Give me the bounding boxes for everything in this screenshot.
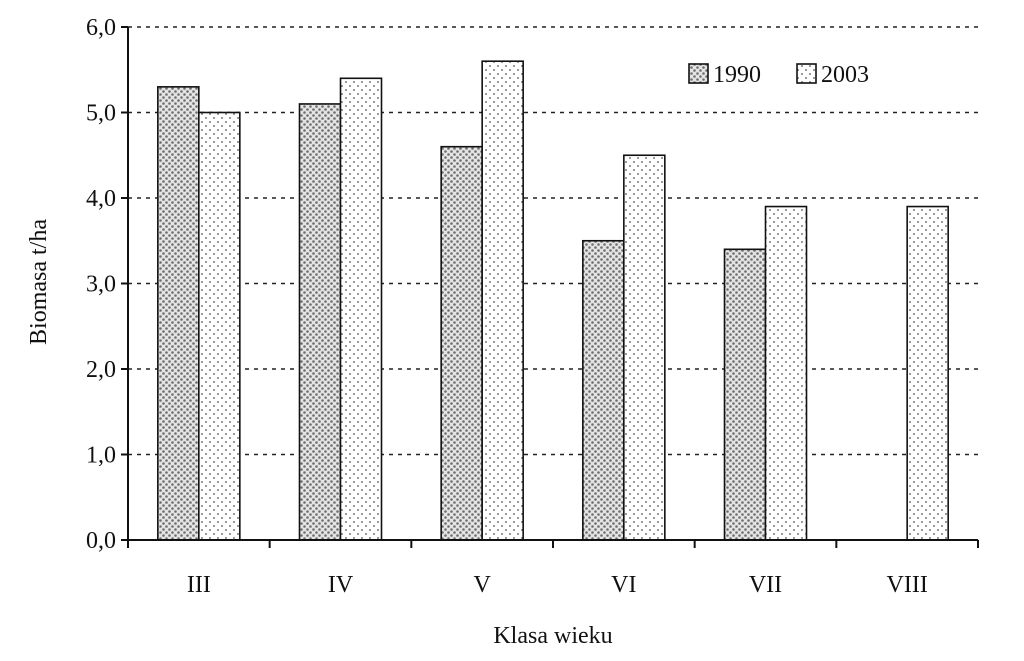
x-tick-label: VI (611, 572, 636, 598)
bars (157, 60, 949, 541)
x-tick-label: V (473, 572, 491, 598)
x-tick-label: VII (749, 572, 782, 598)
x-axis-title: Klasa wieku (493, 623, 612, 649)
gridlines (128, 26, 978, 456)
bar-1990-V (440, 145, 483, 541)
legend-label-2003: 2003 (821, 62, 869, 88)
bar-2003-VI (623, 154, 666, 541)
bar-2003-III (198, 111, 241, 541)
y-tick-label: 6,0 (86, 15, 116, 41)
bar-1990-VI (582, 239, 625, 541)
x-tick-label: VIII (887, 572, 928, 598)
bar-2003-VII (764, 205, 808, 541)
y-tick-label: 3,0 (86, 272, 116, 298)
x-tick-label: IV (328, 572, 354, 598)
y-tick-label: 1,0 (86, 443, 116, 469)
legend: 1990 2003 (688, 62, 869, 88)
axes (127, 27, 979, 548)
bar-2003-VIII (906, 205, 949, 541)
y-tick-label: 5,0 (86, 101, 116, 127)
bar-1990-III (157, 86, 200, 541)
bar-2003-IV (339, 77, 383, 541)
legend-label-1990: 1990 (713, 62, 761, 88)
bar-1990-IV (298, 103, 342, 541)
x-tick-labels: III IV V VI VII VIII (187, 572, 928, 598)
legend-swatch-1990 (688, 63, 709, 84)
y-tick-label: 0,0 (86, 528, 116, 554)
legend-swatch-2003 (796, 63, 817, 84)
y-tick-labels: 0,0 1,0 2,0 3,0 4,0 5,0 6,0 (86, 15, 128, 554)
x-tick-label: III (187, 572, 211, 598)
y-tick-label: 2,0 (86, 357, 116, 383)
bar-1990-VII (723, 248, 767, 541)
y-tick-label: 4,0 (86, 186, 116, 212)
y-axis-title: Biomasa t/ha (26, 219, 52, 345)
bar-2003-V (481, 60, 524, 541)
